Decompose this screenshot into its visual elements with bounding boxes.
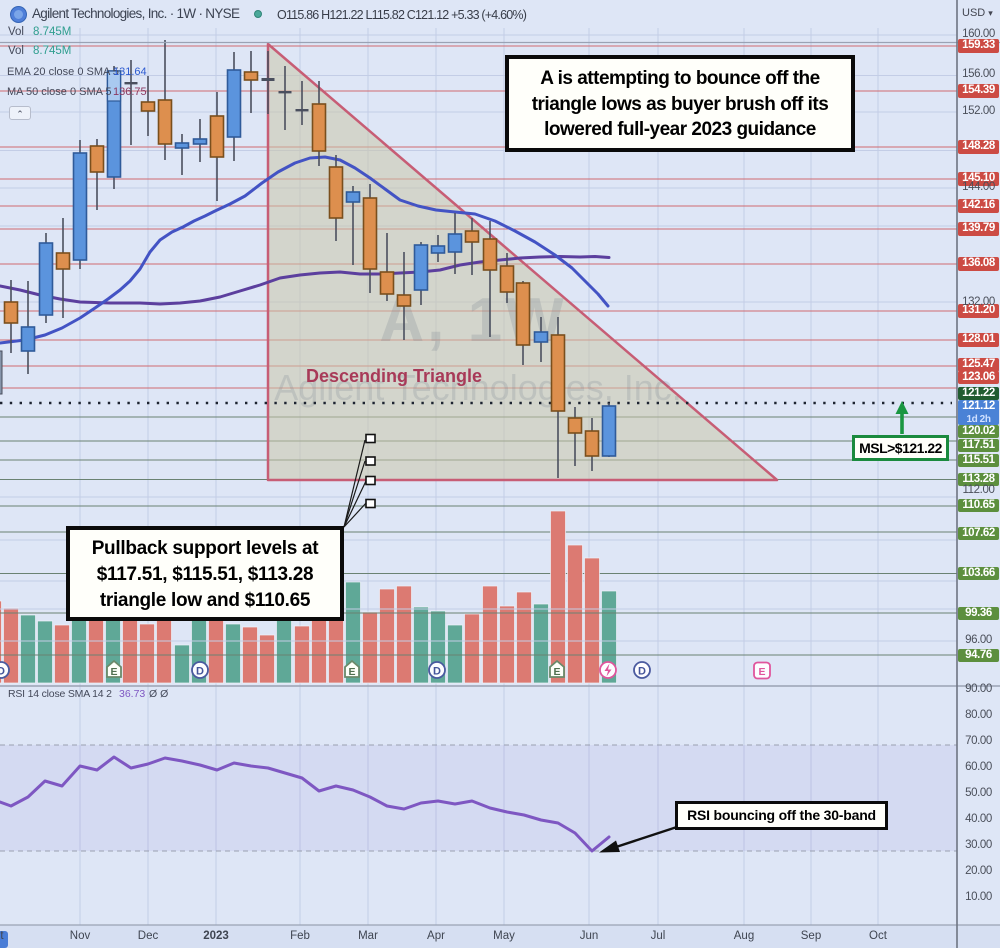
svg-text:D: D [433,666,441,678]
svg-text:D: D [638,666,646,678]
svg-text:E: E [110,666,117,678]
svg-text:E: E [348,666,355,678]
svg-text:Descending Triangle: Descending Triangle [306,366,482,386]
svg-text:D: D [196,666,204,678]
svg-text:Agilent Technologies, Inc.: Agilent Technologies, Inc. [274,367,682,408]
svg-text:E: E [758,666,765,678]
svg-text:D: D [0,666,5,678]
svg-text:E: E [553,666,560,678]
